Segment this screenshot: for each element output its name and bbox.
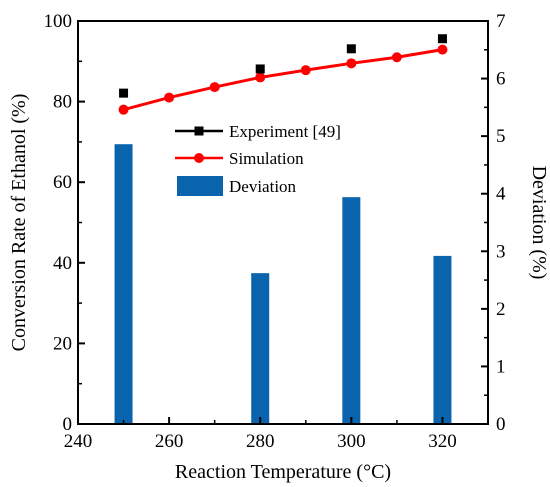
simulation-point — [437, 44, 448, 55]
legend-item-deviation: Deviation — [177, 176, 297, 196]
simulation-point — [209, 82, 220, 93]
experiment-point — [437, 34, 447, 44]
simulation-point — [255, 72, 266, 83]
plot-frame — [77, 20, 489, 425]
y-left-axis-title: Conversion Rate of Ethanol (%) — [8, 94, 30, 352]
experiment-point — [346, 44, 356, 54]
legend-simulation-circle-marker — [194, 153, 204, 163]
legend-deviation-swatch — [177, 176, 223, 196]
legend-item-experiment: Experiment [49] — [175, 122, 341, 141]
ticks-layer: 240 260 280 300 320 0 20 40 60 80 100 0 1 2 3 4 5 6 7 — [44, 11, 507, 452]
deviation-bar — [342, 197, 361, 424]
x-tick-label: 260 — [155, 431, 184, 452]
legend-simulation-label: Simulation — [229, 149, 304, 168]
y-left-tick-label: 0 — [63, 414, 73, 435]
simulation-point — [300, 65, 311, 76]
legend-experiment-square-marker — [194, 126, 204, 136]
y-right-axis-title: Deviation (%) — [528, 166, 550, 280]
y-right-tick-label: 3 — [496, 241, 506, 262]
y-left-tick-label: 40 — [53, 253, 72, 274]
experiment-point — [255, 64, 265, 74]
legend: Experiment [49] Simulation Deviation — [175, 122, 341, 196]
legend-experiment-label: Experiment [49] — [229, 122, 341, 141]
y-right-tick-label: 1 — [496, 356, 506, 377]
x-tick-label: 280 — [246, 431, 275, 452]
y-left-tick-label: 60 — [53, 172, 72, 193]
x-tick-label: 300 — [337, 431, 366, 452]
bars-layer — [114, 144, 452, 424]
experiment-point — [119, 88, 129, 98]
lines-layer — [123, 48, 443, 112]
y-left-tick-label: 100 — [44, 11, 73, 32]
y-right-tick-label: 6 — [496, 69, 506, 90]
y-left-tick-label: 20 — [53, 333, 72, 354]
y-right-tick-label: 2 — [496, 299, 506, 320]
y-left-tick-label: 80 — [53, 92, 72, 113]
simulation-point — [391, 52, 402, 63]
x-tick-label: 320 — [428, 431, 457, 452]
y-right-tick-label: 5 — [496, 126, 506, 147]
deviation-bar — [251, 273, 270, 424]
points-layer — [118, 34, 448, 115]
axes-layer — [77, 20, 489, 425]
y-right-tick-label: 4 — [496, 184, 506, 205]
x-axis-title: Reaction Temperature (°C) — [175, 461, 391, 483]
simulation-point — [164, 92, 175, 103]
simulation-line — [123, 48, 443, 112]
deviation-bar — [433, 255, 452, 424]
legend-item-simulation: Simulation — [175, 149, 304, 168]
y-right-tick-label: 0 — [496, 414, 506, 435]
y-right-tick-label: 7 — [496, 11, 506, 32]
deviation-bar — [114, 144, 133, 424]
legend-deviation-label: Deviation — [229, 177, 297, 196]
x-tick-label: 240 — [64, 431, 93, 452]
simulation-point — [118, 104, 129, 115]
simulation-point — [346, 58, 357, 69]
